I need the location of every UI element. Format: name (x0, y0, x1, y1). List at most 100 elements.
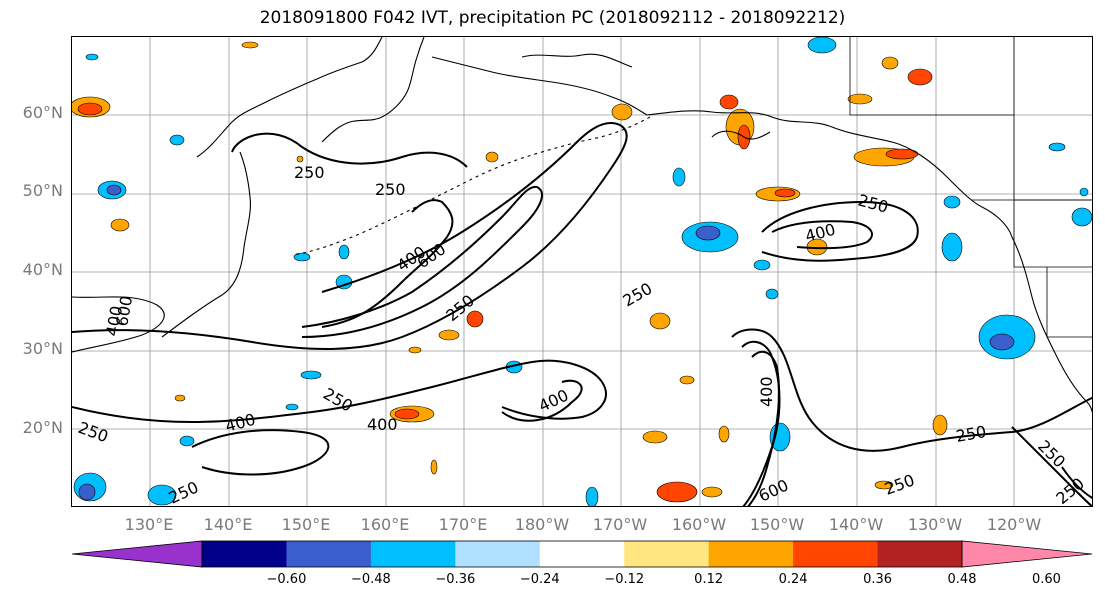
lon-label-140e: 140°E (203, 515, 253, 534)
lat-label-60n: 60°N (22, 103, 63, 122)
coastlines (72, 37, 1092, 414)
lon-label-130w: 130°W (907, 515, 963, 534)
precip-blob (169, 134, 185, 146)
precip-blob (932, 414, 948, 436)
contour-600-jet (301, 185, 543, 338)
precip-blob (430, 459, 438, 475)
contour-label: 250 (1052, 474, 1088, 507)
contour-400-jet (321, 199, 454, 328)
colorbar-tick-label: −0.60 (266, 572, 307, 587)
colorbar-segment (370, 541, 456, 567)
precip-negative-blobs (73, 37, 1092, 506)
colorbar-segment (877, 541, 963, 567)
coastline-alaska-bc-us (646, 110, 1092, 414)
precip-blob (110, 218, 130, 232)
precip-blob (941, 232, 963, 262)
precip-blob (611, 103, 633, 121)
map-panel[interactable]: 250 250 400 600 250 250 400 250 400 250 … (71, 36, 1093, 507)
lon-label-180w: 180°W (514, 515, 570, 534)
map-title: 2018091800 F042 IVT, precipitation PC (2… (259, 8, 846, 28)
contour-label: 400 (367, 415, 398, 434)
precip-blob (679, 375, 695, 385)
contour-label: 250 (76, 418, 111, 446)
precip-blob (847, 93, 873, 105)
contour-250-gulf (761, 200, 919, 262)
ivt-contours (72, 122, 1092, 506)
border-yukon (849, 37, 1015, 116)
contour-600-east (747, 350, 780, 506)
precip-blob (106, 184, 122, 196)
border-us-states-2 (1046, 267, 1092, 338)
colorbar-tick-label: 0.60 (1031, 572, 1061, 587)
coastline-kamchatka-west (196, 37, 383, 158)
precip-blob (989, 333, 1015, 351)
contour-400-sw (191, 429, 330, 476)
contour-label: 250 (882, 470, 917, 498)
contour-label: 250 (856, 191, 890, 217)
contour-label: 250 (294, 163, 325, 182)
colorbar-segment (708, 541, 794, 567)
lon-label-150e: 150°E (281, 515, 331, 534)
contour-250-main-jet (72, 122, 628, 350)
contour-label: 600 (112, 294, 136, 327)
colorbar-tick-label: −0.24 (519, 572, 560, 587)
precip-blob (285, 403, 299, 411)
precip-blob (695, 225, 721, 241)
coastline-alaska-west (521, 53, 633, 68)
colorbar-tick-label: 0.36 (863, 572, 893, 587)
colorbar-extend-high (961, 540, 1093, 568)
precip-blob (485, 151, 499, 163)
precip-blob (585, 486, 599, 506)
precip-blob (774, 188, 796, 198)
precip-blob (179, 435, 195, 447)
precip-blob (753, 259, 771, 271)
precip-positive-blobs (72, 41, 948, 503)
lon-label-160w: 160°W (671, 515, 727, 534)
contour-250-east (731, 328, 1092, 452)
lon-label-160e: 160°E (360, 515, 410, 534)
precip-blob (438, 329, 460, 341)
precip-blob (943, 195, 961, 209)
colorbar-extend-low (71, 540, 203, 568)
precip-blob (1079, 187, 1089, 197)
border-bc (1013, 115, 1092, 201)
precip-blob (300, 370, 322, 380)
colorbar-segment (455, 541, 541, 567)
contour-250-nw (231, 132, 468, 168)
precip-blob (881, 56, 899, 70)
contour-label: 250 (1034, 436, 1069, 471)
political-borders (849, 37, 1092, 338)
contour-250-south (72, 359, 607, 424)
contour-label: 250 (166, 477, 202, 507)
lon-label-150w: 150°W (749, 515, 805, 534)
precip-blob (77, 102, 103, 116)
colorbar-tick-label: −0.12 (604, 572, 645, 587)
contour-label: 250 (620, 279, 656, 311)
map-canvas: 250 250 400 600 250 250 400 250 400 250 … (72, 37, 1092, 507)
precip-blob (907, 68, 933, 86)
lon-label-170e: 170°E (438, 515, 488, 534)
precip-blob (394, 408, 420, 420)
colorbar-tick-label: −0.48 (350, 572, 391, 587)
coastline-kenai (711, 130, 771, 140)
precip-blob (1048, 142, 1066, 152)
lat-label-20n: 20°N (22, 418, 63, 437)
colorbar-frame (201, 540, 963, 568)
precip-blob (338, 244, 350, 260)
colorbar-segment (202, 541, 287, 567)
contour-label: 400 (536, 385, 572, 415)
precip-blob (765, 288, 779, 300)
precip-blob (1071, 207, 1092, 227)
precip-blob (408, 346, 422, 354)
lat-label-50n: 50°N (22, 181, 63, 200)
colorbar-tick-label: 0.24 (778, 572, 808, 587)
lat-label-30n: 30°N (22, 339, 63, 358)
precip-blob (719, 94, 739, 110)
contour-label: 600 (756, 475, 792, 505)
precip-blob (672, 167, 686, 187)
precip-blob (701, 486, 723, 498)
colorbar-tick-label: 0.48 (947, 572, 977, 587)
aleutian-arc (291, 116, 651, 256)
lon-label-140w: 140°W (828, 515, 884, 534)
precip-blob (718, 425, 730, 443)
